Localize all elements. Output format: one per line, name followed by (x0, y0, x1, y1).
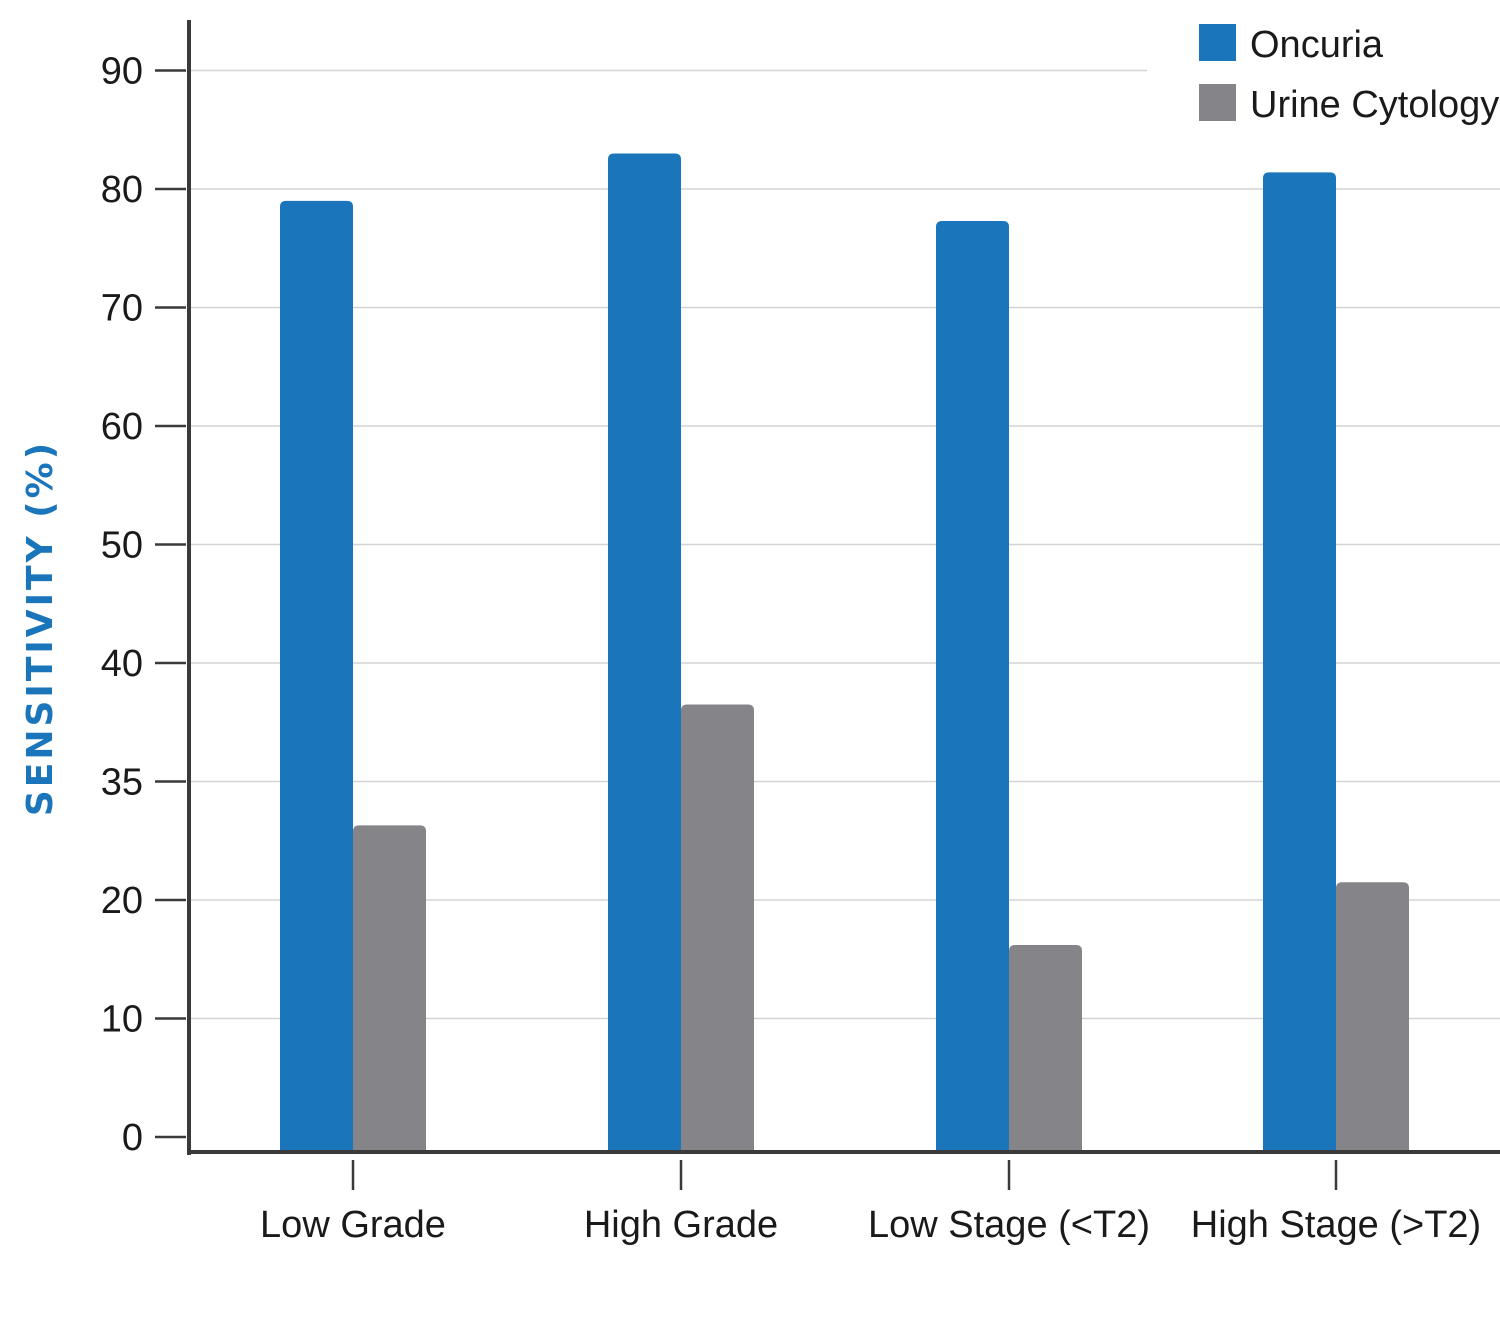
y-axis-label: SENSITIVITY (%) (20, 440, 61, 816)
y-tick-label: 80 (101, 169, 143, 211)
y-tick-label: 70 (101, 288, 143, 330)
legend-swatch (1199, 84, 1236, 121)
bar-oncuria (936, 220, 1009, 1152)
y-tick-label: 90 (101, 51, 143, 93)
axes (187, 20, 1500, 1155)
bar-urine-cytology (1009, 945, 1082, 1152)
x-category-label: High Stage (>T2) (1191, 1204, 1481, 1246)
x-category-label: Low Stage (<T2) (868, 1204, 1150, 1246)
y-tick-label: 50 (101, 525, 143, 567)
legend-label: Oncuria (1250, 24, 1384, 66)
y-tick-label: 40 (101, 643, 143, 685)
legend: Oncuria Urine Cytology (1199, 24, 1499, 126)
legend-label: Urine Cytology (1250, 84, 1499, 126)
y-axis-ticks: 0 10 20 35 40 50 60 70 80 90 (101, 51, 186, 1159)
bar-urine-cytology (1336, 882, 1409, 1152)
bar-urine-cytology (681, 704, 754, 1152)
bar-oncuria (1263, 172, 1336, 1152)
y-tick-label: 0 (122, 1117, 143, 1159)
bar-urine-cytology (353, 825, 426, 1152)
bar-oncuria (280, 200, 353, 1153)
bars (280, 153, 1409, 1153)
x-category-label: Low Grade (260, 1204, 446, 1246)
y-tick-label: 10 (101, 999, 143, 1041)
y-tick-label: 20 (101, 880, 143, 922)
x-category-label: High Grade (584, 1204, 778, 1246)
x-axis-categories: Low Grade High Grade Low Stage (<T2) High S… (260, 1160, 1481, 1246)
y-tick-label: 35 (101, 762, 143, 804)
legend-swatch (1199, 24, 1236, 61)
y-tick-label: 60 (101, 406, 143, 448)
bar-oncuria (608, 153, 681, 1152)
